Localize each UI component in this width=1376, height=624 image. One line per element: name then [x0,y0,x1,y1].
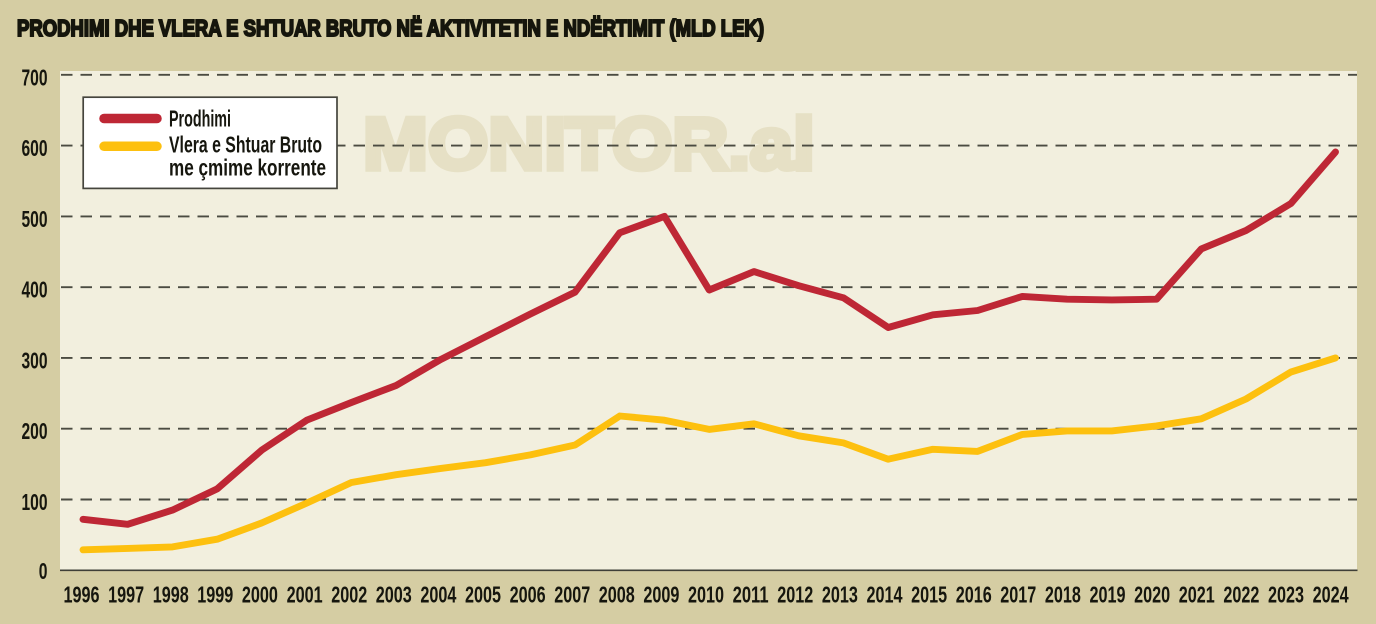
svg-text:2006: 2006 [510,581,546,607]
svg-text:2022: 2022 [1223,581,1259,607]
svg-text:2016: 2016 [956,581,992,607]
svg-text:2009: 2009 [643,581,679,607]
svg-text:2008: 2008 [599,581,635,607]
svg-text:0: 0 [39,558,48,584]
svg-text:1998: 1998 [153,581,189,607]
svg-text:1996: 1996 [64,581,100,607]
svg-text:2003: 2003 [376,581,412,607]
svg-text:100: 100 [22,489,48,515]
svg-text:200: 200 [22,418,48,444]
svg-text:2000: 2000 [242,581,278,607]
svg-text:2024: 2024 [1313,581,1349,607]
svg-text:2014: 2014 [867,581,903,607]
svg-text:1997: 1997 [108,581,144,607]
svg-text:2011: 2011 [733,581,769,607]
svg-text:1999: 1999 [197,581,233,607]
svg-text:Vlera e Shtuar Bruto: Vlera e Shtuar Bruto [169,131,322,157]
svg-text:2021: 2021 [1179,581,1215,607]
svg-text:2012: 2012 [777,581,813,607]
svg-text:2023: 2023 [1268,581,1304,607]
svg-text:2018: 2018 [1045,581,1081,607]
svg-text:300: 300 [22,347,48,373]
svg-text:2015: 2015 [911,581,947,607]
svg-text:MONITOR.al: MONITOR.al [363,104,815,185]
svg-text:400: 400 [22,277,48,303]
svg-text:2007: 2007 [554,581,590,607]
svg-text:600: 600 [22,135,48,161]
svg-text:2004: 2004 [420,581,456,607]
svg-text:700: 700 [22,64,48,90]
svg-text:2020: 2020 [1134,581,1170,607]
svg-text:2017: 2017 [1000,581,1036,607]
svg-text:PRODHIMI DHE VLERA E SHTUAR BR: PRODHIMI DHE VLERA E SHTUAR BRUTO NË AKT… [17,15,764,41]
svg-text:2001: 2001 [287,581,323,607]
svg-text:2002: 2002 [331,581,367,607]
svg-text:500: 500 [22,206,48,232]
svg-text:2010: 2010 [688,581,724,607]
svg-text:2005: 2005 [465,581,501,607]
svg-text:me çmime korrente: me çmime korrente [169,154,326,180]
svg-text:Prodhimi: Prodhimi [169,106,231,132]
svg-text:2019: 2019 [1090,581,1126,607]
svg-text:2013: 2013 [822,581,858,607]
